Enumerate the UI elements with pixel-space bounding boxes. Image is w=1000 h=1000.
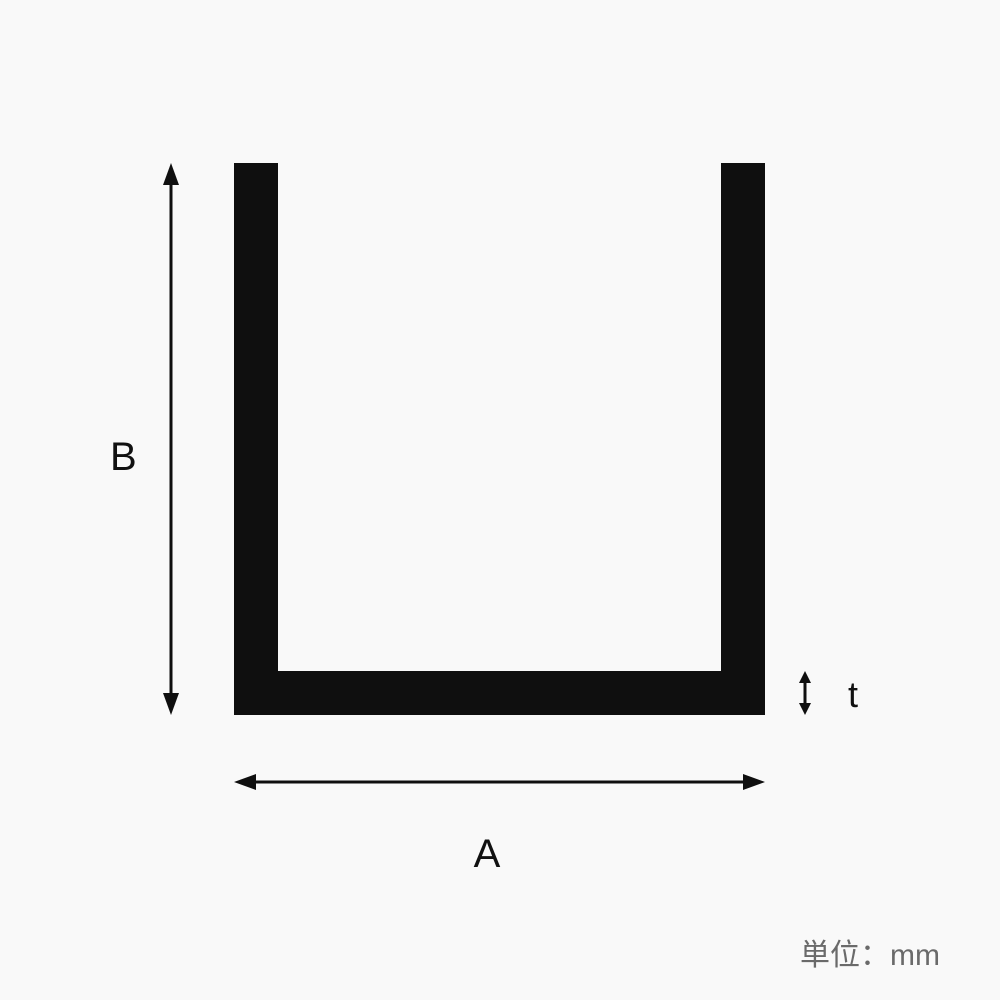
dim-a-label: A xyxy=(474,832,501,877)
unit-note: 単位：mm xyxy=(800,930,940,974)
diagram-canvas: B A t 単位：mm xyxy=(0,0,1000,1000)
dim-t-label: t xyxy=(848,674,858,716)
dim-b-label: B xyxy=(110,435,137,480)
